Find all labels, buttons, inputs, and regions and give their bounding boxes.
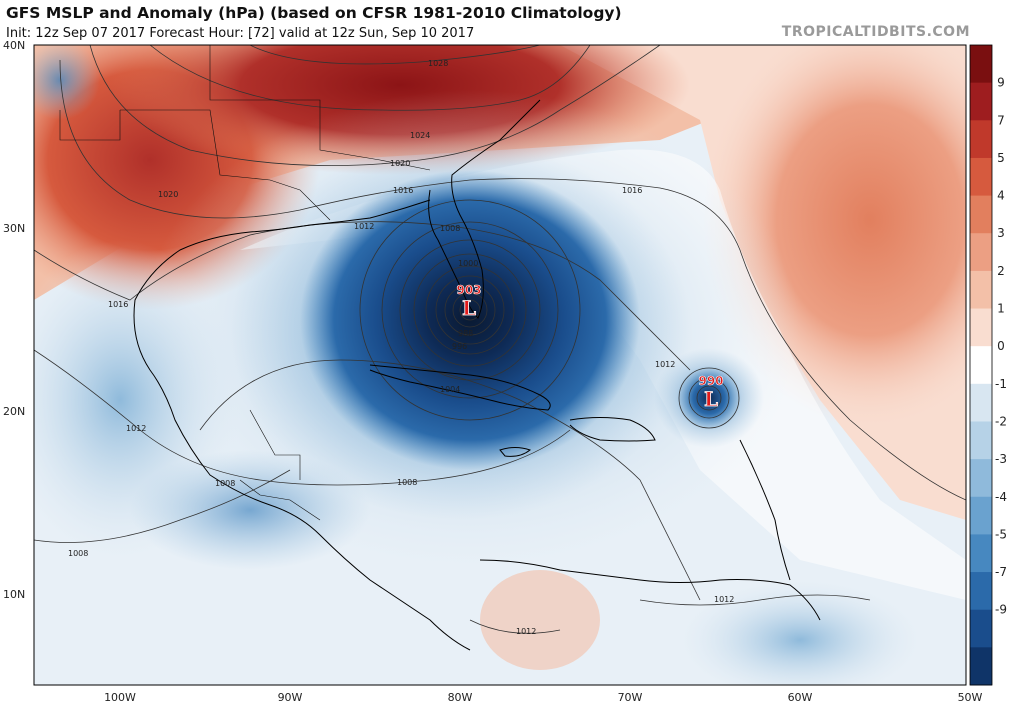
colorbar-tick-label: 4: [997, 189, 1005, 203]
chart-title: GFS MSLP and Anomaly (hPa) (based on CFS…: [6, 4, 622, 22]
colorbar-tick-label: -2: [995, 414, 1007, 428]
isobar-label: 1020: [158, 190, 178, 199]
lon-label-50w: 50W: [958, 691, 983, 704]
colorbar-border: [969, 44, 993, 686]
colorbar-swatch: [970, 157, 992, 197]
isobar-label: 1016: [393, 186, 413, 195]
isobar-label: 1004: [440, 385, 460, 394]
lon-label-100w: 100W: [104, 691, 136, 704]
lon-label-60w: 60W: [788, 691, 813, 704]
colorbar-tick-label: -7: [995, 565, 1007, 579]
brand-watermark: TROPICALTIDBITS.COM: [781, 24, 970, 40]
colorbar-swatch: [970, 496, 992, 535]
colorbar-swatch: [970, 459, 992, 498]
coastlines: [133, 99, 821, 651]
lat-label-40n: 40N: [3, 39, 25, 52]
colorbar-swatch: [970, 421, 992, 460]
low-symbol: L: [704, 387, 718, 411]
isobar-label: 1012: [714, 595, 734, 604]
isobar-label: 1016: [108, 300, 128, 309]
lat-label-20n: 20N: [3, 405, 25, 418]
colorbar-swatch: [970, 45, 992, 84]
colorbar-tick-label: -4: [995, 490, 1007, 504]
colorbar-tick-label: 5: [997, 151, 1005, 165]
colorbar-tick-label: 0: [997, 339, 1005, 353]
isobar-label: 1016: [622, 186, 642, 195]
colorbar-swatch: [970, 383, 992, 422]
isobar-label: 1024: [410, 131, 430, 140]
colorbar-tick-label: 3: [997, 226, 1005, 240]
colorbar-swatch: [970, 120, 992, 159]
isobar-label: 1012: [655, 360, 675, 369]
isobar-lines: [34, 45, 966, 634]
colorbar-tick-label: 1: [997, 302, 1005, 316]
isobar-label: 1008: [440, 224, 460, 233]
lon-label-80w: 80W: [448, 691, 473, 704]
low-pressure-value: 990: [698, 374, 723, 388]
longitude-labels: 100W 90W 80W 70W 60W 50W: [104, 691, 982, 704]
lat-label-10n: 10N: [3, 588, 25, 601]
lon-label-70w: 70W: [618, 691, 643, 704]
isobar-label: 1020: [390, 159, 410, 168]
isobar-label: 1012: [516, 627, 536, 636]
low-pressure-value: 903: [456, 283, 481, 297]
colorbar: 9 7 5 4 3 2 1 0 -1 -2 -3 -4 -5 -7 -9: [969, 44, 1007, 686]
colorbar-swatch: [970, 308, 992, 347]
colorbar-swatch: [970, 233, 992, 272]
colorbar-tick-label: -3: [995, 452, 1007, 466]
isobar-label: 1012: [354, 222, 374, 231]
low-symbol: L: [462, 296, 476, 320]
colorbar-tick-label: 7: [997, 113, 1005, 127]
isobar-label: 1028: [428, 59, 448, 68]
colorbar-swatch: [970, 270, 992, 310]
colorbar-tick-label: -9: [995, 603, 1007, 617]
colorbar-swatch: [970, 195, 992, 234]
isobar-labels: 1028 1024 1020 1020 1016 1016 1016 1012 …: [68, 59, 734, 636]
colorbar-swatch: [970, 572, 992, 611]
irma-low: 903 L: [456, 283, 482, 321]
colorbar-swatch: [970, 346, 992, 385]
colorbar-tick-label: 9: [997, 76, 1005, 90]
jose-low: 990 L: [698, 374, 724, 412]
colorbar-swatch: [970, 647, 992, 686]
isobar-label: 996: [452, 342, 467, 351]
colorbar-tick-label: 2: [997, 264, 1005, 278]
colorbar-swatch: [970, 82, 992, 121]
isobar-label: 1008: [215, 479, 235, 488]
isobar-label: 1000: [458, 259, 478, 268]
map-frame: [33, 44, 967, 686]
colorbar-swatch: [970, 609, 992, 648]
isobar-label: 1008: [68, 549, 88, 558]
isobar-label: 1008: [397, 478, 417, 487]
chart-subtitle: Init: 12z Sep 07 2017 Forecast Hour: [72…: [6, 26, 475, 41]
lon-label-90w: 90W: [278, 691, 303, 704]
latitude-labels: 40N 30N 20N 10N: [3, 39, 25, 601]
isobar-label: 988: [458, 329, 473, 338]
lat-label-30n: 30N: [3, 222, 25, 235]
colorbar-tick-label: -5: [995, 527, 1007, 541]
isobar-label: 1012: [126, 424, 146, 433]
colorbar-tick-label: -1: [995, 377, 1007, 391]
state-borders: [59, 45, 431, 521]
colorbar-swatch: [970, 534, 992, 573]
